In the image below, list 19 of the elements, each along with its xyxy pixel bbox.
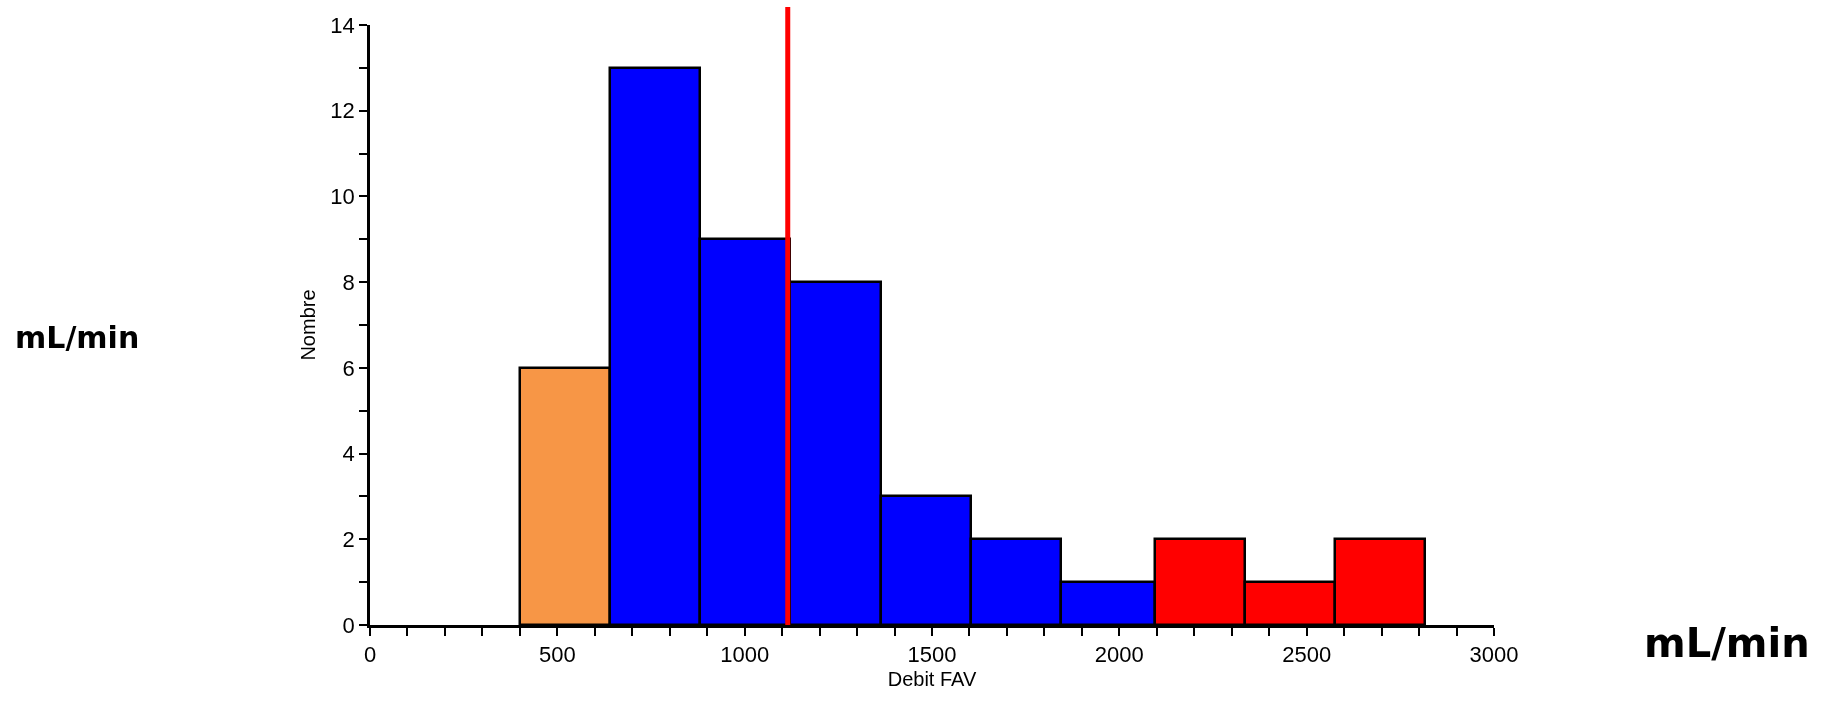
x-tick-label: 1500 (907, 642, 957, 668)
text: mL/min (15, 320, 140, 355)
x-tick-label: 500 (538, 642, 576, 668)
x-tick-label: 3000 (1469, 642, 1519, 668)
x-tick-label: 0 (363, 642, 377, 668)
y-axis-title: Nombre (296, 289, 319, 361)
x-tick-label: 1000 (720, 642, 770, 668)
y-tick-label: 10 (330, 184, 355, 210)
y-tick-label: 12 (330, 98, 355, 124)
y-tick-label: 0 (342, 612, 355, 638)
y-tick-label: 14 (330, 12, 355, 38)
text: mL/min (1644, 620, 1810, 666)
y-tick-label: 8 (342, 269, 355, 295)
x-tick-label: 2000 (1094, 642, 1144, 668)
x-axis-title: Debit FAV (887, 667, 977, 690)
y-tick-label: 2 (342, 526, 355, 552)
y-tick-label: 4 (342, 441, 355, 467)
y-tick-label: 6 (342, 355, 355, 381)
x-tick-label: 2500 (1282, 642, 1332, 668)
